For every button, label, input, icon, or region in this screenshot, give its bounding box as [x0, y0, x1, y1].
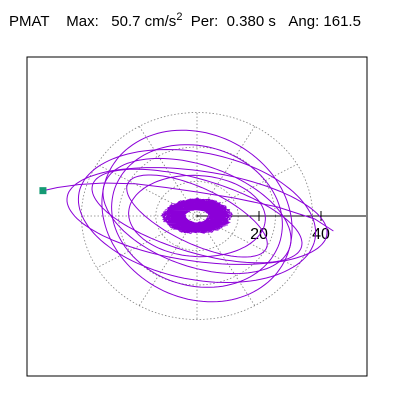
orbit-ellipse [101, 129, 293, 303]
marker-group [39, 187, 47, 195]
orbit-ellipse [126, 174, 268, 258]
period-label: Per: [190, 13, 219, 30]
orbit-ellipse [66, 167, 328, 265]
motion-trace [42, 129, 334, 303]
plot-frame [26, 56, 368, 377]
station-code: PMAT [9, 13, 50, 30]
max-value: 50.7 [111, 13, 141, 30]
trace-tail [42, 182, 334, 232]
angle-value: 161.5 [323, 13, 361, 30]
trace-cluster [160, 197, 234, 235]
start-marker [39, 187, 47, 195]
orbit-ellipse [128, 174, 266, 258]
angle-label: Ang: [288, 13, 320, 30]
max-unit: cm/s [144, 13, 177, 30]
tick-label: 20 [250, 226, 268, 243]
orbit-ellipse [102, 157, 292, 275]
max-unit-exponent: 2 [176, 11, 183, 23]
orbit-ellipse [111, 144, 283, 288]
chart-title: PMAT Max: 50.7 cm/s2 Per: 0.380 s Ang: 1… [9, 11, 361, 31]
max-label: Max: [66, 13, 99, 30]
period-value: 0.380 s [226, 13, 276, 30]
